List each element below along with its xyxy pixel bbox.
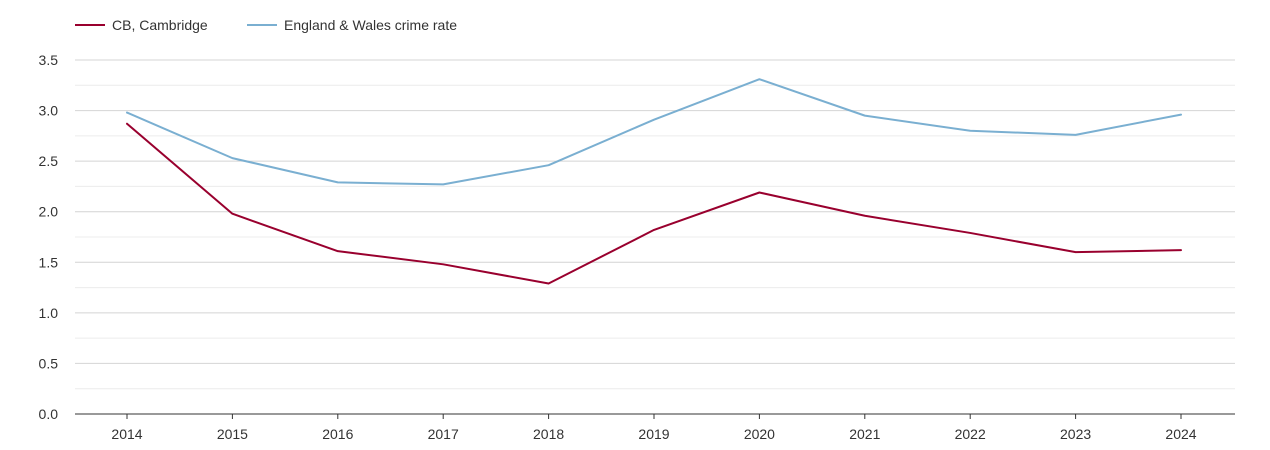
series-line-2 xyxy=(126,78,1182,186)
x-tick-label: 2016 xyxy=(322,426,353,442)
y-tick-label: 1.0 xyxy=(39,305,59,321)
legend: CB, Cambridge England & Wales crime rate xyxy=(75,17,457,33)
y-tick-label: 2.0 xyxy=(39,204,59,220)
legend-item-1: CB, Cambridge xyxy=(75,17,208,33)
x-tick-label: 2020 xyxy=(744,426,775,442)
legend-item-2: England & Wales crime rate xyxy=(247,17,457,33)
x-tick-label: 2017 xyxy=(428,426,459,442)
legend-label: England & Wales crime rate xyxy=(284,17,457,33)
x-tick-label: 2021 xyxy=(849,426,880,442)
y-tick-label: 0.0 xyxy=(39,406,59,422)
x-tick-label: 2015 xyxy=(217,426,248,442)
x-axis: 2014 2015 2016 2017 2018 2019 2020 2021 2022 2023… xyxy=(75,413,1235,442)
x-tick-label: 2019 xyxy=(638,426,669,442)
x-tick-label: 2023 xyxy=(1060,426,1091,442)
y-tick-label: 1.5 xyxy=(39,254,59,270)
series-group xyxy=(126,78,1182,285)
y-tick-label: 2.5 xyxy=(39,153,59,169)
x-tick-label: 2014 xyxy=(111,426,142,442)
x-tick-label: 2024 xyxy=(1165,426,1196,442)
y-tick-label: 3.0 xyxy=(39,103,59,119)
y-tick-label: 3.5 xyxy=(39,52,59,68)
y-tick-label: 0.5 xyxy=(39,355,59,371)
legend-label: CB, Cambridge xyxy=(112,17,208,33)
x-tick-label: 2018 xyxy=(533,426,564,442)
y-axis: 0.0 0.5 1.0 1.5 2.0 2.5 3.0 3.5 xyxy=(39,52,59,422)
series-line-1 xyxy=(126,122,1182,285)
gridlines xyxy=(75,59,1235,390)
x-tick-label: 2022 xyxy=(955,426,986,442)
